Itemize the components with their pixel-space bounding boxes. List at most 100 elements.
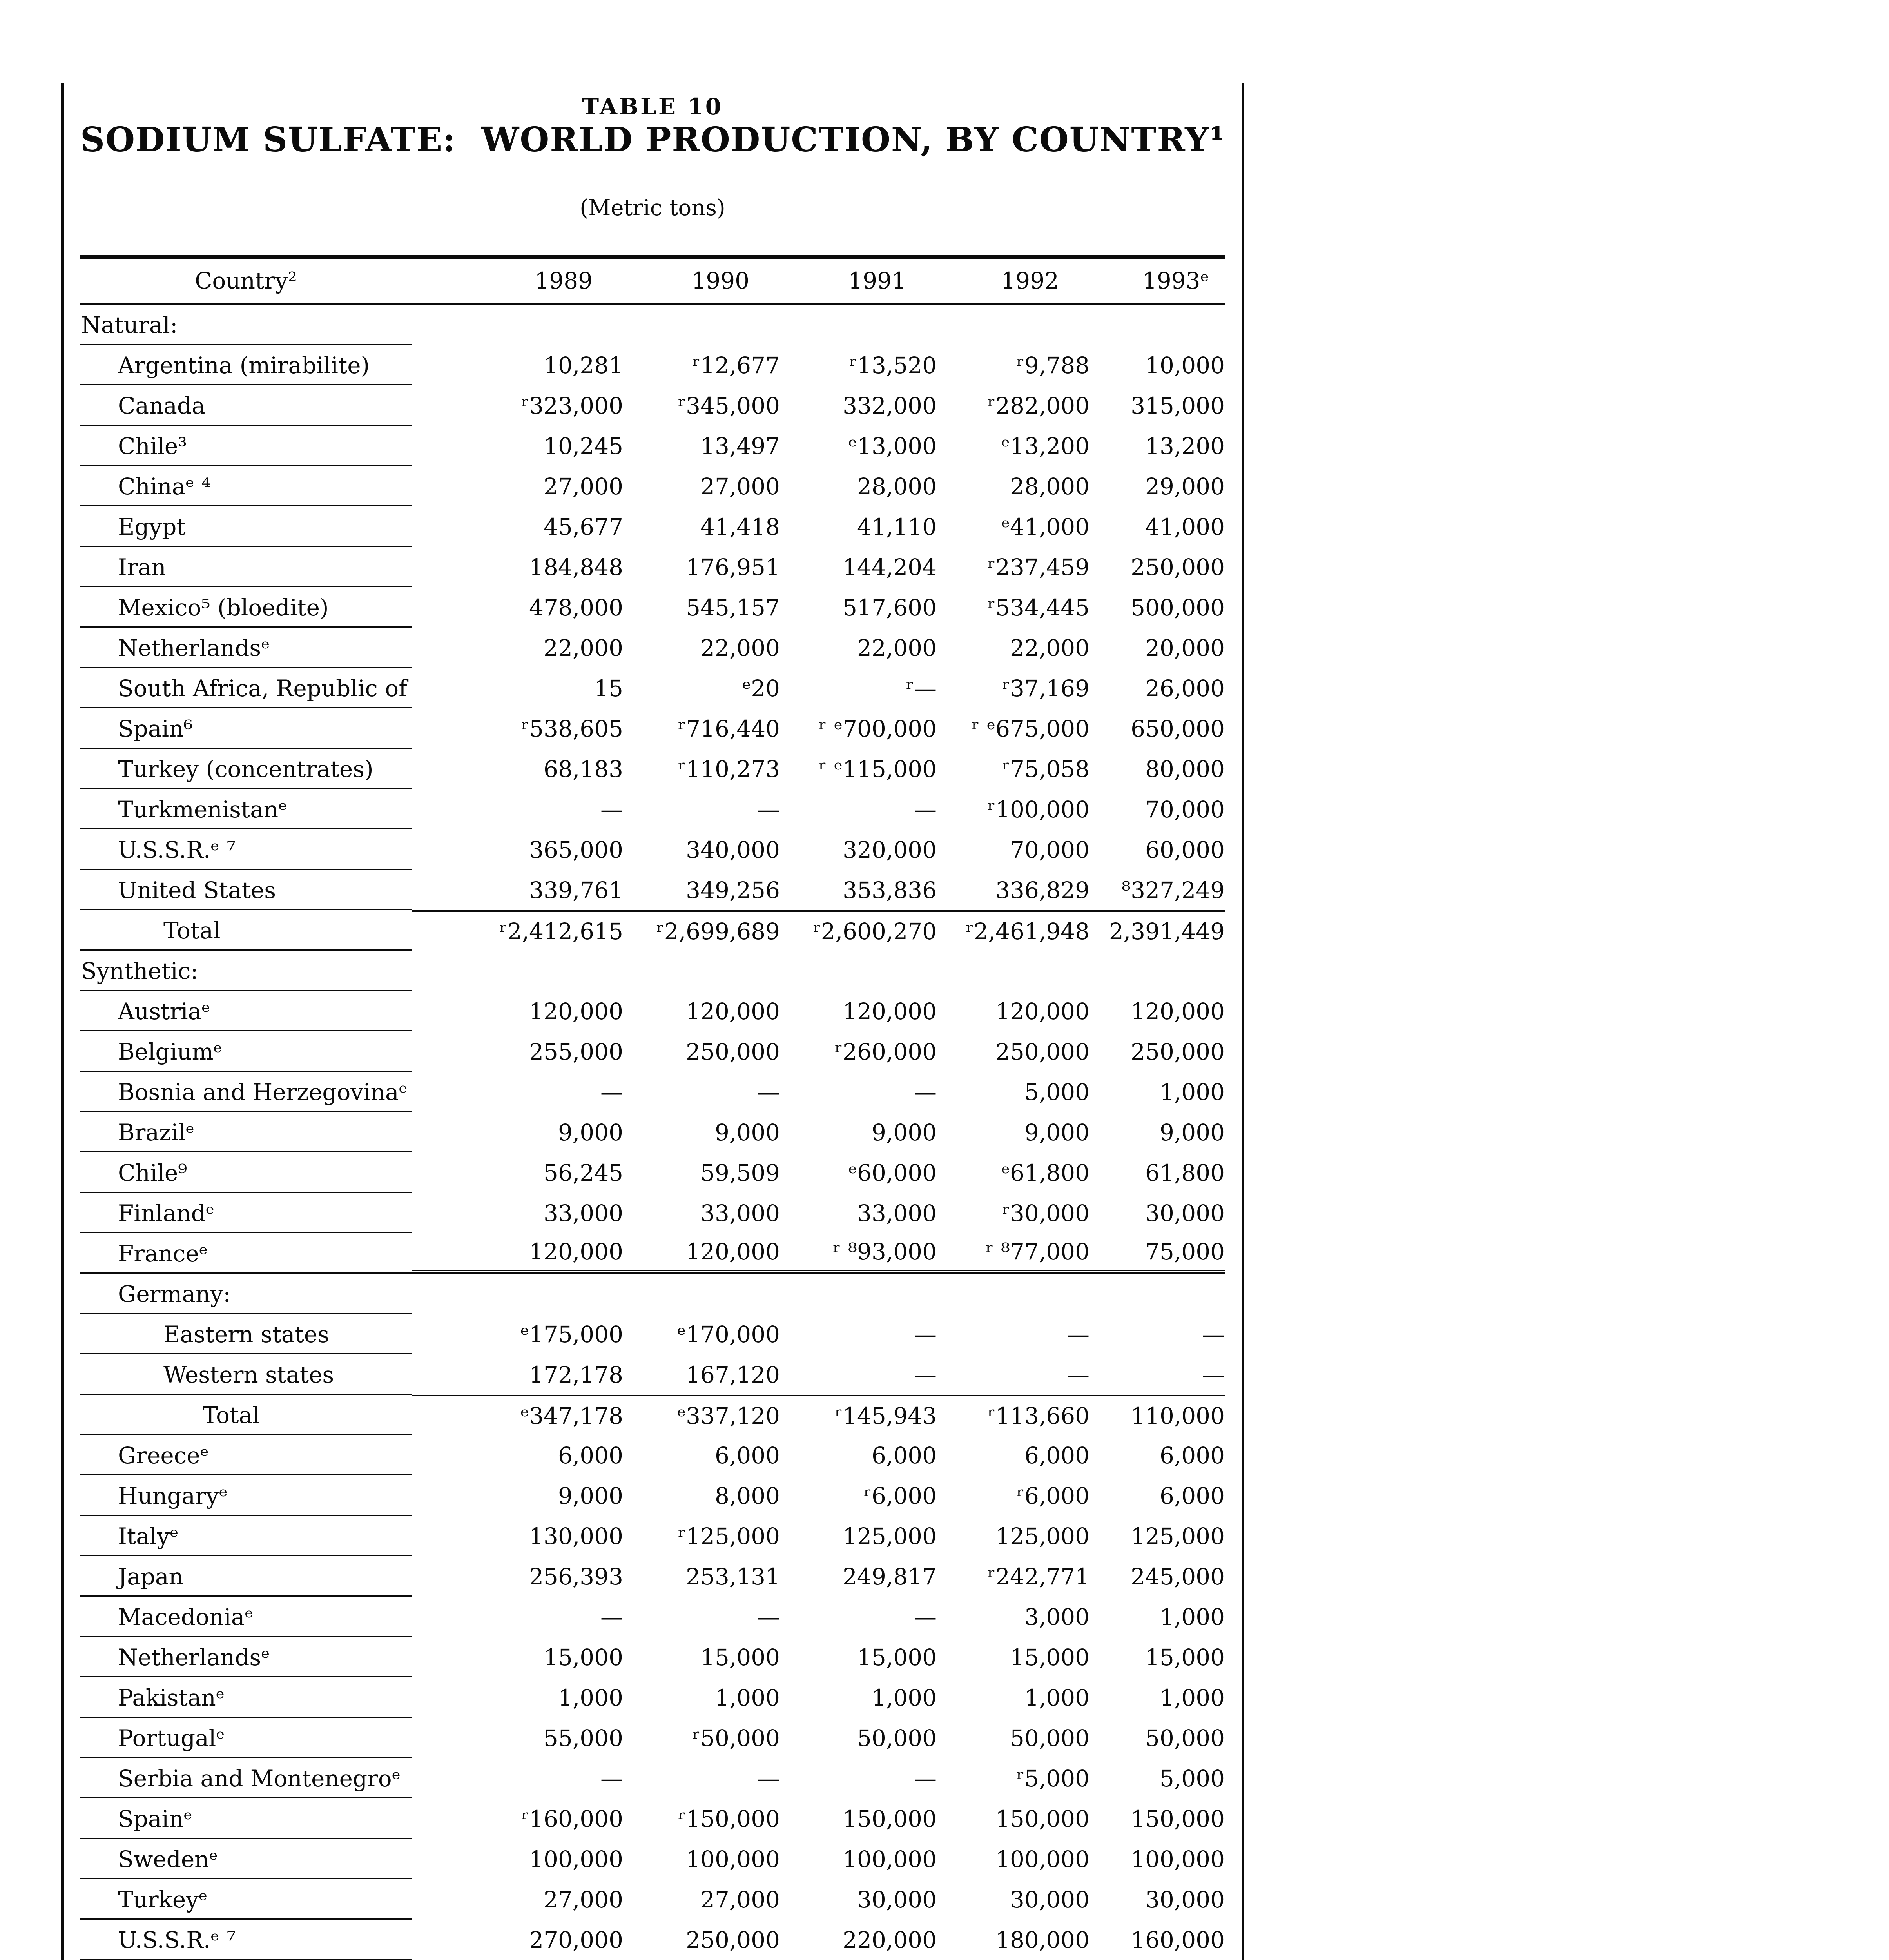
value-cell: ʳ125,000 [678, 1523, 780, 1550]
value-cell: 150,000 [995, 1805, 1090, 1832]
value-cell: 50,000 [857, 1724, 937, 1751]
value-cell: 26,000 [1145, 675, 1225, 702]
value-cell: ʳ345,000 [678, 392, 780, 419]
row-label: Finlandᵉ [118, 1200, 215, 1227]
value-cell: 22,000 [857, 634, 937, 661]
table-row: Chinaᵉ ⁴ 27,000 27,000 28,000 28,000 29,000 [80, 466, 1225, 506]
value-cell: 22,000 [700, 634, 780, 661]
row-label: Macedoniaᵉ [118, 1603, 254, 1630]
value-cell [937, 1274, 1090, 1314]
value-cell: 120,000 [843, 998, 937, 1025]
value-cell: 332,000 [843, 392, 937, 419]
value-cell: 10,000 [1145, 352, 1225, 379]
value-cell: ʳ150,000 [678, 1805, 780, 1832]
row-label: Franceᵉ [118, 1240, 208, 1267]
value-cell: ʳ113,660 [937, 1395, 1090, 1435]
value-cell: ʳ100,000 [988, 796, 1090, 823]
value-cell: 1,000 [1024, 1684, 1090, 1711]
value-cell: — [914, 1321, 937, 1348]
value-cell: ʳ260,000 [835, 1038, 937, 1065]
row-label: Mexico⁵ (bloedite) [118, 594, 329, 621]
page-left-rule [61, 83, 64, 1960]
value-cell: 61,800 [1145, 1159, 1225, 1186]
value-cell: 80,000 [1145, 755, 1225, 782]
table-header-row: Country² 1989 1990 1991 1992 1993ᵉ [80, 259, 1225, 305]
row-label: Natural: [81, 311, 178, 338]
value-cell: ᵉ175,000 [520, 1321, 623, 1348]
row-label: U.S.S.R.ᵉ ⁷ [118, 1926, 236, 1953]
table-row: Franceᵉ 120,000 120,000 ʳ ⁸93,000 ʳ ⁸77,000 7… [80, 1233, 1225, 1274]
value-cell [623, 951, 780, 991]
table-body: Natural: Argentina (mirabilite) 10,281 ʳ12,… [80, 305, 1225, 1960]
table-row: Pakistanᵉ 1,000 1,000 1,000 1,000 1,000 [80, 1677, 1225, 1718]
row-label: Chinaᵉ ⁴ [118, 473, 211, 500]
value-cell [780, 305, 937, 345]
row-label: Pakistanᵉ [118, 1684, 225, 1711]
value-cell: 176,951 [686, 554, 780, 581]
value-cell: ʳ50,000 [692, 1724, 780, 1751]
value-cell: ʳ2,699,689 [623, 910, 780, 951]
section-row: Natural: [80, 305, 1225, 345]
value-cell: ⁸327,249 [1121, 877, 1225, 904]
row-label: Spain⁶ [118, 715, 193, 742]
value-cell: 29,000 [1145, 473, 1225, 500]
value-cell: 6,000 [871, 1442, 937, 1469]
row-label: Turkmenistanᵉ [118, 796, 287, 823]
table-row: Bosnia and Herzegovinaᵉ — — — 5,000 1,000 [80, 1072, 1225, 1112]
value-cell: 6,000 [1159, 1482, 1225, 1509]
value-cell: 1,000 [1159, 1603, 1225, 1630]
row-label: Chile³ [118, 432, 187, 459]
value-cell: ʳ6,000 [863, 1482, 937, 1509]
value-cell: 100,000 [995, 1846, 1090, 1873]
value-cell: 250,000 [686, 1038, 780, 1065]
value-cell: 250,000 [995, 1038, 1090, 1065]
table-row: Chile⁹ 56,245 59,509 ᵉ60,000 ᵉ61,800 61,800 [80, 1152, 1225, 1193]
value-cell: 30,000 [1010, 1886, 1090, 1913]
value-cell: 500,000 [1131, 594, 1225, 621]
row-label: Germany: [118, 1280, 231, 1307]
value-cell: 41,418 [700, 513, 780, 540]
value-cell: 172,178 [529, 1361, 623, 1388]
row-label: Greeceᵉ [118, 1442, 209, 1469]
table-row: Netherlandsᵉ 15,000 15,000 15,000 15,000 15,0… [80, 1637, 1225, 1677]
value-cell: — [757, 796, 780, 823]
table-row: Eastern states ᵉ175,000 ᵉ170,000 — — — [80, 1314, 1225, 1354]
value-cell: ʳ323,000 [521, 392, 623, 419]
value-cell: 55,000 [544, 1724, 623, 1751]
value-cell: 250,000 [1131, 1038, 1225, 1065]
value-cell: 10,245 [544, 432, 623, 459]
production-table: Country² 1989 1990 1991 1992 1993ᵉ Natur… [80, 255, 1225, 1960]
value-cell: 125,000 [1131, 1523, 1225, 1550]
value-cell: 9,000 [714, 1119, 780, 1146]
table-row: Turkey (concentrates) 68,183 ʳ110,273 ʳ ᵉ11… [80, 749, 1225, 789]
value-cell: 28,000 [857, 473, 937, 500]
table-row: Western states 172,178 167,120 — — — [80, 1354, 1225, 1395]
value-cell: 22,000 [1010, 634, 1090, 661]
units-label: (Metric tons) [580, 195, 725, 221]
row-label: Turkeyᵉ [118, 1886, 208, 1913]
table-row: Macedoniaᵉ — — — 3,000 1,000 [80, 1597, 1225, 1637]
value-cell [937, 305, 1090, 345]
table-row: Spain⁶ ʳ538,605 ʳ716,440 ʳ ᵉ700,000 ʳ ᵉ675,0… [80, 708, 1225, 749]
table-row: Portugalᵉ 55,000 ʳ50,000 50,000 50,000 50,000 [80, 1718, 1225, 1758]
value-cell: 15,000 [857, 1644, 937, 1671]
table-row: Netherlandsᵉ 22,000 22,000 22,000 22,000 20,0… [80, 628, 1225, 668]
value-cell: 349,256 [686, 877, 780, 904]
value-cell: — [914, 1361, 937, 1388]
value-cell: 1,000 [871, 1684, 937, 1711]
value-cell: ᵉ60,000 [848, 1159, 937, 1186]
value-cell: 120,000 [412, 1233, 623, 1274]
row-label: Brazilᵉ [118, 1119, 195, 1146]
value-cell: ʳ ᵉ675,000 [972, 715, 1090, 742]
row-label: Netherlandsᵉ [118, 1644, 270, 1671]
value-cell: 144,204 [843, 554, 937, 581]
value-cell: 22,000 [544, 634, 623, 661]
table-row: Chile³ 10,245 13,497 ᵉ13,000 ᵉ13,200 13,200 [80, 426, 1225, 466]
value-cell: — [914, 1603, 937, 1630]
value-cell: 517,600 [843, 594, 937, 621]
value-cell: 340,000 [686, 836, 780, 863]
value-cell: 6,000 [1159, 1442, 1225, 1469]
value-cell: 60,000 [1145, 836, 1225, 863]
value-cell [623, 305, 780, 345]
value-cell: 249,817 [843, 1563, 937, 1590]
